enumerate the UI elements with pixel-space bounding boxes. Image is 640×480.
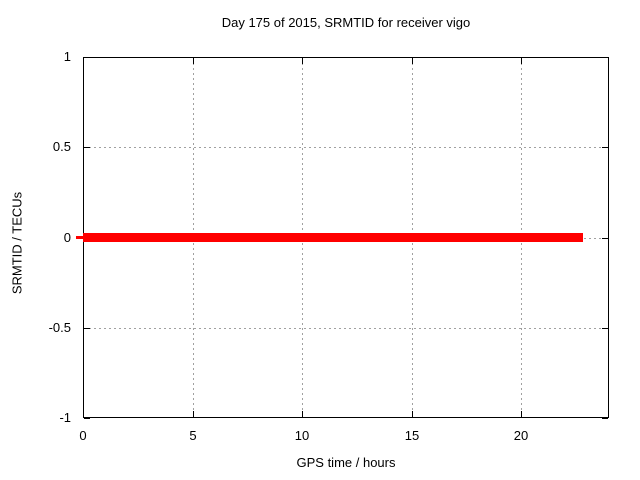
y-tick-label: -1 <box>59 410 71 425</box>
x-tick-top <box>302 58 303 64</box>
gridline-y-0.5 <box>84 147 608 148</box>
x-tick-top <box>521 58 522 64</box>
x-tick-bottom <box>521 411 522 417</box>
x-tick-bottom <box>302 411 303 417</box>
x-tick-top <box>83 58 84 64</box>
y-tick-left <box>84 418 90 419</box>
x-tick-bottom <box>193 411 194 417</box>
x-tick-label: 5 <box>189 428 197 443</box>
x-axis-label: GPS time / hours <box>296 455 396 470</box>
y-tick-left <box>84 328 90 329</box>
y-tick-right <box>602 238 608 239</box>
data-line-srmtid <box>83 233 583 242</box>
y-tick-label: 0.5 <box>52 139 71 154</box>
y-tick-left <box>84 147 90 148</box>
plot-area <box>76 57 609 419</box>
x-tick-top <box>193 58 194 64</box>
y-tick-label: -0.5 <box>48 320 71 335</box>
x-tick-label: 0 <box>79 428 87 443</box>
y-tick-left <box>84 57 90 58</box>
x-tick-label: 10 <box>294 428 310 443</box>
y-tick-right <box>602 57 608 58</box>
x-tick-label: 20 <box>513 428 529 443</box>
y-tick-label: 0 <box>63 230 71 245</box>
y-tick-right <box>602 147 608 148</box>
y-tick-right <box>602 328 608 329</box>
gridline-y--0.5 <box>84 328 608 329</box>
y-tick-right <box>602 418 608 419</box>
x-tick-bottom <box>412 411 413 417</box>
y-tick-label: 1 <box>63 49 71 64</box>
chart-title: Day 175 of 2015, SRMTID for receiver vig… <box>221 15 471 30</box>
x-tick-bottom <box>83 411 84 417</box>
data-line-left-cap <box>76 236 83 239</box>
x-tick-label: 15 <box>404 428 420 443</box>
x-tick-top <box>412 58 413 64</box>
